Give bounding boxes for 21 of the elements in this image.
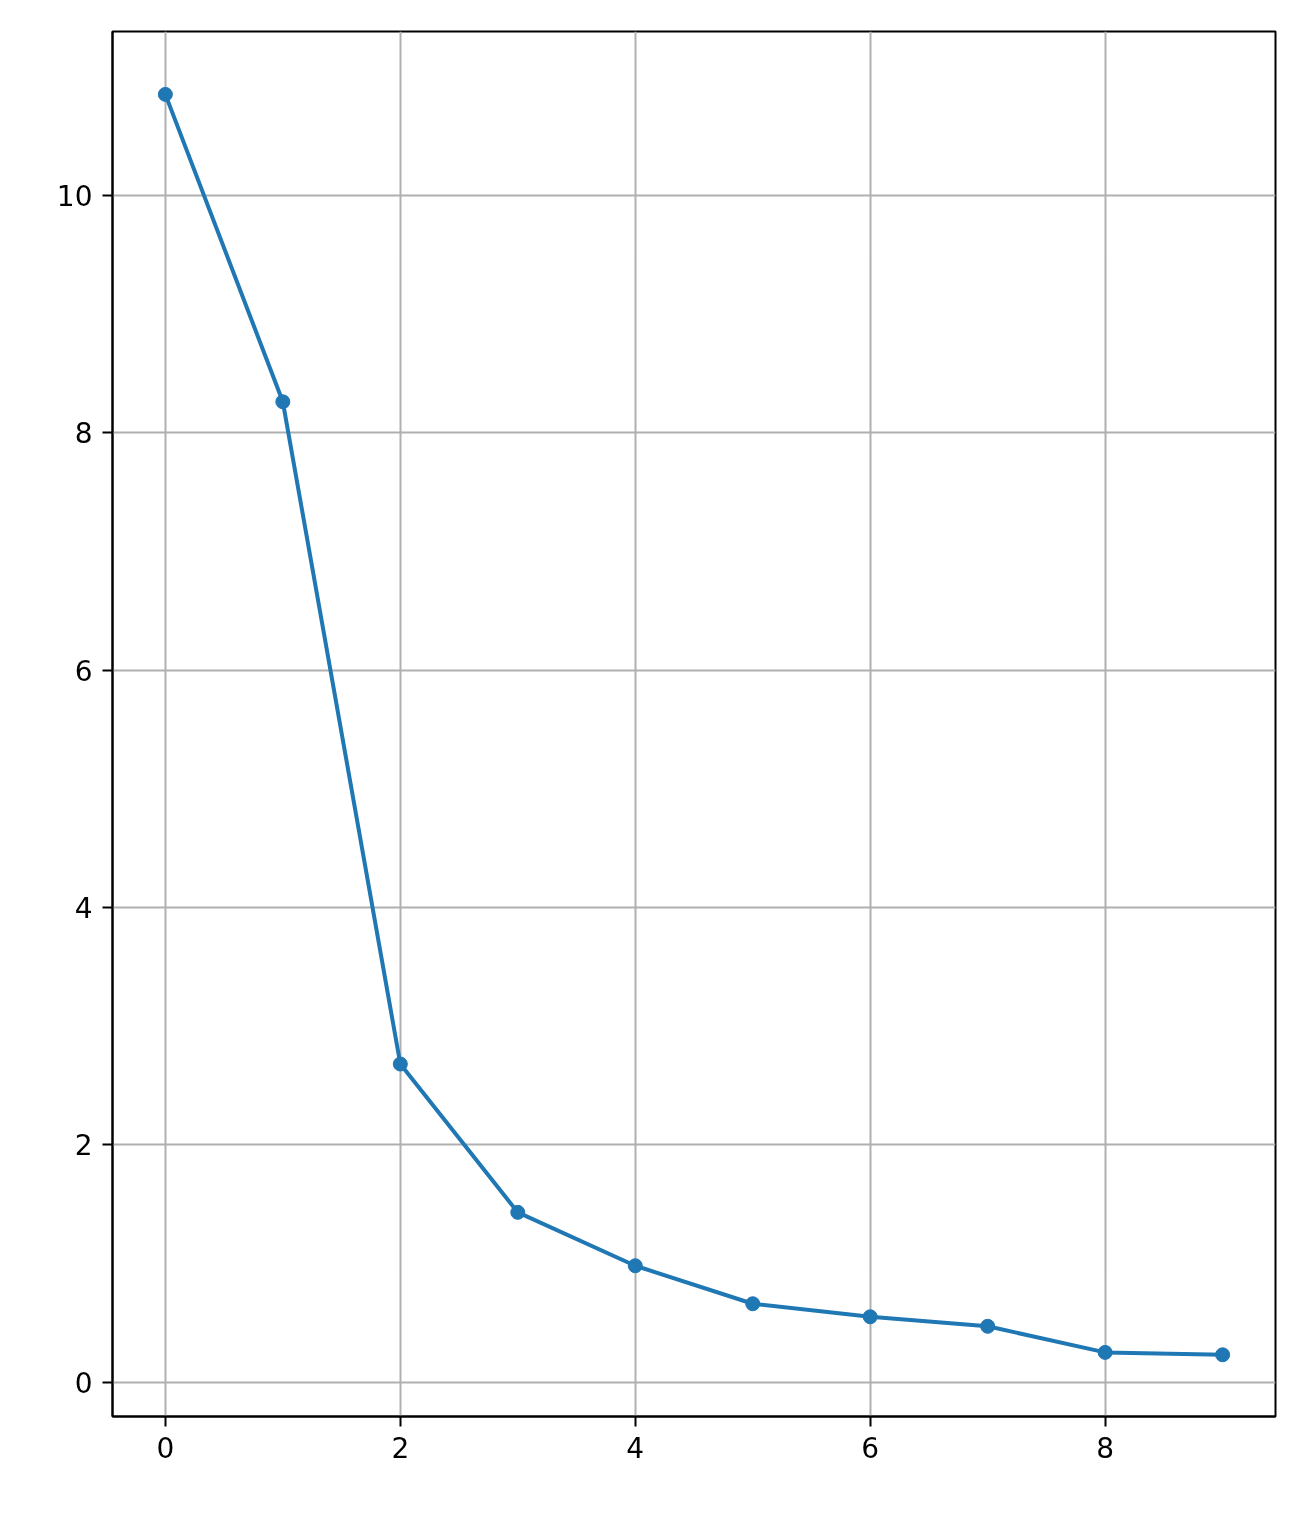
point xyxy=(627,1258,643,1274)
y-tick-label: 2 xyxy=(74,1129,93,1163)
y-tick-label: 4 xyxy=(74,891,93,925)
x-tick-label: 4 xyxy=(626,1431,645,1465)
point xyxy=(510,1204,526,1220)
x-tick-label: 0 xyxy=(156,1431,175,1465)
point xyxy=(862,1309,878,1325)
y-tick-label: 8 xyxy=(74,417,93,451)
y-tick-label: 6 xyxy=(74,654,93,688)
point xyxy=(1097,1344,1113,1360)
x-tick-label: 8 xyxy=(1096,1431,1115,1465)
y-tick-label: 10 xyxy=(56,179,93,213)
x-tick-label: 2 xyxy=(391,1431,410,1465)
point xyxy=(157,86,173,102)
point xyxy=(1215,1347,1231,1363)
point xyxy=(392,1056,408,1072)
point xyxy=(745,1296,761,1312)
point xyxy=(980,1318,996,1334)
x-tick-label: 6 xyxy=(861,1431,880,1465)
y-tick-label: 0 xyxy=(74,1366,93,1400)
point xyxy=(275,394,291,410)
